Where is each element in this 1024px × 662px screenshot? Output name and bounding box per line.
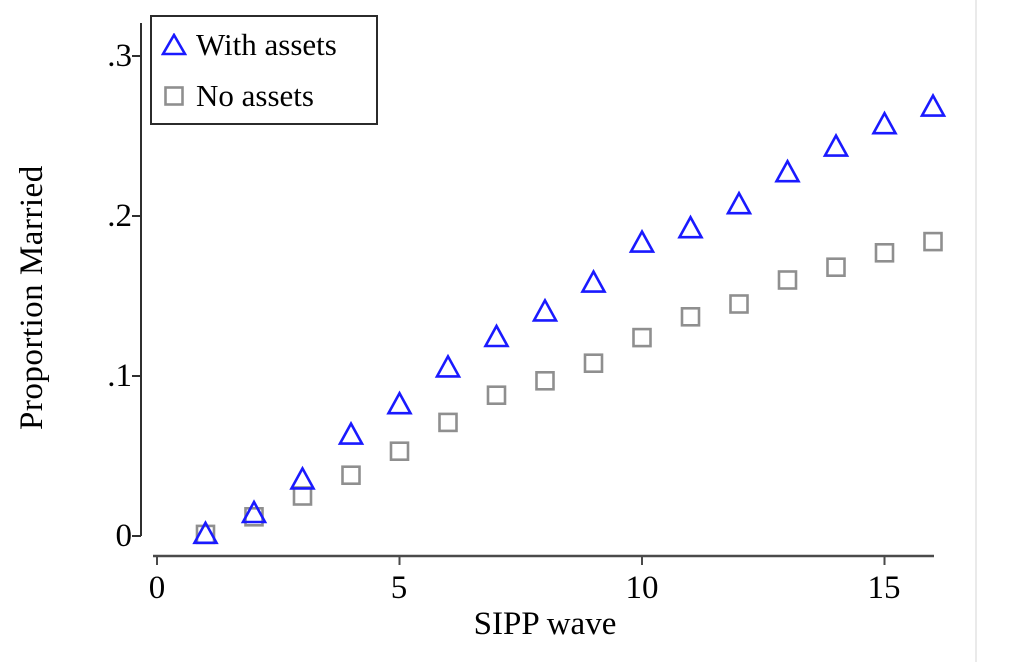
- scatter-marker-triangle: [289, 465, 316, 490]
- x-tick-label-0: 0: [148, 570, 166, 606]
- scatter-marker-triangle: [919, 92, 947, 117]
- y-tick-label-1: .1: [107, 358, 132, 394]
- scatter-marker-square: [777, 270, 798, 290]
- scatter-marker-triangle: [483, 323, 510, 348]
- legend-label-no-assets: No assets: [196, 77, 314, 113]
- scatter-marker-triangle: [240, 499, 268, 524]
- scatter-marker-triangle: [774, 158, 801, 183]
- scatter-marker-square: [389, 441, 410, 462]
- scatter-marker-triangle: [531, 297, 559, 322]
- legend: With assets No assets: [150, 15, 378, 125]
- x-tick-label-5: 5: [390, 570, 408, 606]
- legend-item-no-assets: No assets: [161, 70, 376, 121]
- y-tick-label-0: 0: [115, 518, 133, 554]
- scatter-marker-triangle: [628, 228, 656, 253]
- y-tick-label-2: .2: [107, 198, 132, 234]
- page-edge-line: [975, 0, 977, 662]
- scatter-marker-triangle: [677, 214, 704, 239]
- scatter-marker-square: [486, 385, 507, 406]
- scatter-marker-square: [535, 370, 555, 391]
- square-marker-icon: [164, 85, 184, 106]
- scatter-marker-triangle: [822, 132, 850, 157]
- y-tick-label-3: .3: [107, 38, 132, 74]
- y-axis-title: Proportion Married: [14, 165, 50, 430]
- x-tick-label-10: 10: [625, 570, 659, 606]
- scatter-marker-triangle: [725, 190, 753, 215]
- scatter-marker-square: [292, 486, 313, 506]
- scatter-marker-triangle: [192, 520, 219, 545]
- scatter-marker-square: [632, 327, 652, 348]
- scatter-marker-square: [874, 243, 895, 263]
- scatter-marker-triangle: [580, 268, 607, 293]
- scatter-marker-square: [438, 412, 458, 433]
- scatter-marker-square: [923, 231, 943, 252]
- scatter-marker-triangle: [386, 390, 413, 415]
- x-tick-label-15: 15: [867, 570, 901, 606]
- scatter-marker-square: [729, 294, 749, 314]
- legend-label-with-assets: With assets: [196, 26, 337, 62]
- square-icon: [164, 85, 184, 106]
- triangle-icon: [161, 32, 187, 55]
- legend-item-with-assets: With assets: [161, 19, 376, 70]
- scatter-marker-triangle: [337, 420, 365, 445]
- triangle-marker-icon: [161, 32, 187, 55]
- scatter-marker-triangle: [871, 110, 898, 135]
- scatter-marker-square: [583, 353, 604, 374]
- scatter-marker-square: [680, 306, 701, 327]
- x-axis-title: SIPP wave: [473, 606, 617, 642]
- scatter-marker-square: [826, 257, 846, 278]
- scatter-marker-triangle: [434, 353, 462, 378]
- scatter-marker-square: [341, 465, 361, 486]
